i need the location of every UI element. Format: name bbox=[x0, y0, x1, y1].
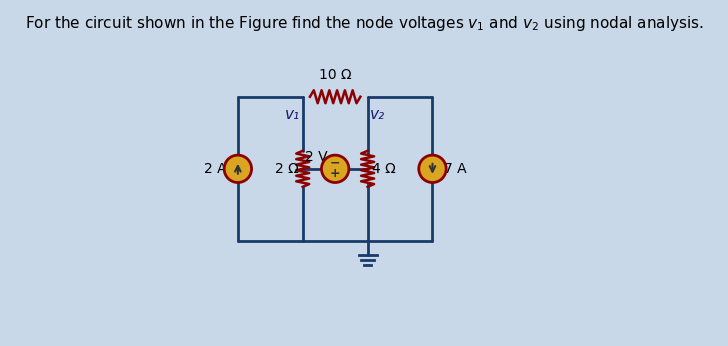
Text: +: + bbox=[330, 167, 341, 180]
Text: 10 Ω: 10 Ω bbox=[319, 67, 352, 82]
Text: 4 Ω: 4 Ω bbox=[372, 162, 396, 176]
Text: v₁: v₁ bbox=[285, 107, 300, 122]
Text: −: − bbox=[330, 157, 341, 170]
Text: For the circuit shown in the Figure find the node voltages $v_1$ and $v_2$ using: For the circuit shown in the Figure find… bbox=[25, 14, 703, 33]
Text: 2 A: 2 A bbox=[204, 162, 227, 176]
Text: v₂: v₂ bbox=[370, 107, 385, 122]
Circle shape bbox=[419, 155, 446, 183]
Text: 2 Ω: 2 Ω bbox=[274, 162, 298, 176]
Text: 7 A: 7 A bbox=[443, 162, 466, 176]
Text: 2 V: 2 V bbox=[305, 150, 328, 164]
Circle shape bbox=[224, 155, 252, 183]
Circle shape bbox=[322, 155, 349, 183]
